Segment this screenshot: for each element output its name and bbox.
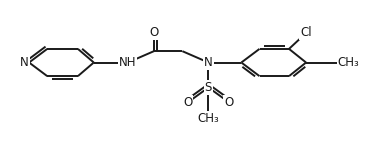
Text: O: O — [183, 96, 193, 109]
Text: S: S — [205, 81, 212, 94]
Text: N: N — [204, 56, 213, 69]
Text: N: N — [20, 56, 29, 69]
Text: Cl: Cl — [300, 27, 312, 39]
Text: CH₃: CH₃ — [338, 56, 359, 69]
Text: CH₃: CH₃ — [198, 112, 219, 125]
Text: NH: NH — [119, 56, 137, 69]
Text: O: O — [149, 27, 158, 39]
Text: O: O — [224, 96, 234, 109]
